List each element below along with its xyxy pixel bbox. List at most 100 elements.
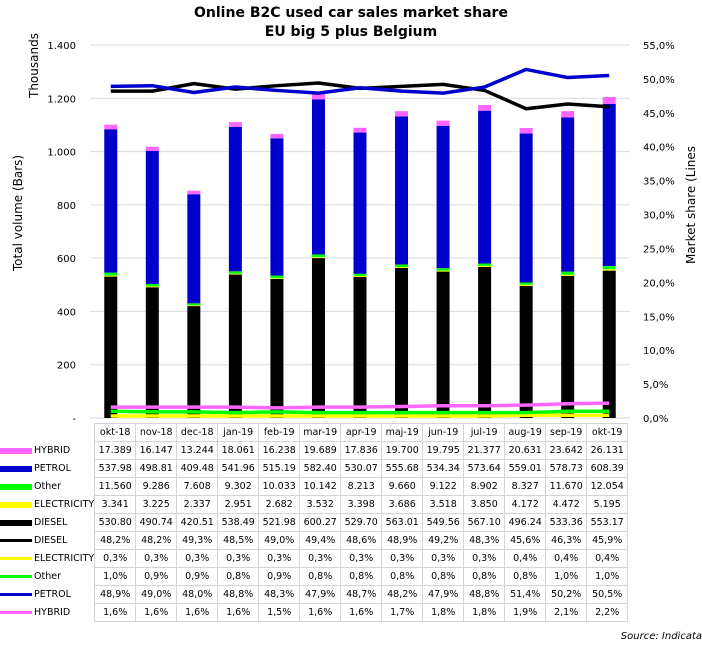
left-tick-label: - [72,414,76,423]
table-header-cell: apr-19 [340,423,383,442]
table-cell: 3.686 [381,495,424,514]
legend-box-other [0,483,32,490]
table-cell: 0,9% [258,567,301,586]
bar-electricity-dec-18 [187,305,201,307]
table-cell: 3.225 [135,495,178,514]
bar-petrol-jun-19 [436,125,450,269]
table-cell: 0,3% [94,549,137,568]
bar-electricity-feb-19 [270,278,284,280]
legend-key: DIESEL [0,532,95,550]
table-cell: 1,6% [94,603,137,622]
table-cell: 600.27 [299,513,342,532]
bar-electricity-mar-19 [311,257,325,259]
legend-line-other [0,575,32,578]
bar-petrol-feb-19 [270,138,284,276]
bar-other-okt-19 [602,266,616,270]
gridlines [90,44,630,419]
legend-key: HYBRID [0,604,95,622]
table-cell: 0,9% [176,567,219,586]
chart-title: Online B2C used car sales market share E… [0,4,702,42]
right-tick-label: 35,0% [643,177,675,188]
table-cell: 538.49 [217,513,260,532]
table-row: DIESEL 530.80 490.74 420.51 538.49 521.98 600.… [0,513,629,532]
table-cell: 50,5% [586,585,629,604]
left-axis-title: Total volume (Bars) [11,155,25,272]
table-cell: 1,9% [504,603,547,622]
legend-key: Other [0,478,95,496]
legend-label: HYBRID [34,607,71,618]
table-cell: 0,8% [381,567,424,586]
bars [104,94,616,418]
bar-other-maj-19 [395,264,409,268]
table-cell: 51,4% [504,585,547,604]
table-cell: 48,8% [217,585,260,604]
right-tick-label: 15,0% [643,312,675,323]
table-cell: 0,8% [463,567,506,586]
table-header-row: okt-18 nov-18 dec-18 jan-19 feb-19 mar-19 apr-… [0,423,629,442]
table-cell: 49,3% [176,531,219,550]
right-axis: 0,0% 5,0% 10,0% 15,0% 20,0% 25,0% 30,0% 35,0% 40… [643,41,675,423]
table-cell: 521.98 [258,513,301,532]
table-cell: 50,2% [545,585,588,604]
right-tick-label: 20,0% [643,278,675,289]
table-cell: 1,0% [94,567,137,586]
bar-hybrid-mar-19 [311,94,325,100]
table-cell: 515.19 [258,459,301,478]
table-row: PETROL 537.98 498.81 409.48 541.96 515.19 582.… [0,459,629,478]
table-cell: 19.795 [422,441,465,460]
legend-key: DIESEL [0,514,95,532]
legend-label: DIESEL [34,517,68,528]
table-cell: 48,9% [94,585,137,604]
left-tick-label: 400 [57,307,76,318]
bar-diesel-aug-19 [519,285,533,418]
table-cell: 9.660 [381,477,424,496]
table-cell: 582.40 [299,459,342,478]
legend-line-electricity [0,557,32,560]
legend-label: ELECTRICITY [34,499,95,510]
table-cell: 553.17 [586,513,629,532]
table-header-cell: feb-19 [258,423,301,442]
bar-diesel-jun-19 [436,271,450,418]
table-cell: 48,6% [340,531,383,550]
bar-electricity-okt-18 [104,275,118,277]
table-header-cell: okt-19 [586,423,629,442]
legend-box-petrol [0,465,32,472]
legend-label: HYBRID [34,445,71,456]
bar-petrol-dec-18 [187,194,201,304]
table-cell: 48,0% [176,585,219,604]
bar-petrol-okt-18 [104,129,118,273]
bar-electricity-maj-19 [395,267,409,268]
table-cell: 490.74 [135,513,178,532]
table-cell: 1,6% [217,603,260,622]
table-cell: 530.07 [340,459,383,478]
table-cell: 549.56 [422,513,465,532]
table-cell: 530.80 [94,513,137,532]
table-cell: 0,3% [340,549,383,568]
table-cell: 10.033 [258,477,301,496]
bar-hybrid-feb-19 [270,133,284,139]
bar-electricity-jun-19 [436,270,450,272]
table-cell: 11.670 [545,477,588,496]
table-cell: 0,3% [381,549,424,568]
table-row: Other 1,0% 0,9% 0,9% 0,8% 0,9% 0,8% 0,8% 0,8% 0,8… [0,567,629,586]
bar-hybrid-apr-19 [353,127,367,133]
legend-key: Other [0,568,95,586]
bar-other-feb-19 [270,275,284,279]
table-cell: 12.054 [586,477,629,496]
table-cell: 23.642 [545,441,588,460]
table-cell: 47,9% [422,585,465,604]
left-tick-label: 600 [57,254,76,265]
table-cell: 578.73 [545,459,588,478]
table-cell: 26.131 [586,441,629,460]
bar-hybrid-maj-19 [395,111,409,117]
bar-diesel-sep-19 [561,275,575,418]
table-cell: 17.836 [340,441,383,460]
bar-petrol-okt-19 [602,103,616,267]
legend-line-hybrid [0,611,32,614]
legend-key: HYBRID [0,442,95,460]
bar-other-sep-19 [561,271,575,275]
bar-diesel-dec-18 [187,305,201,418]
bar-other-okt-18 [104,272,118,276]
table-cell: 11.560 [94,477,137,496]
table-cell: 3.518 [422,495,465,514]
